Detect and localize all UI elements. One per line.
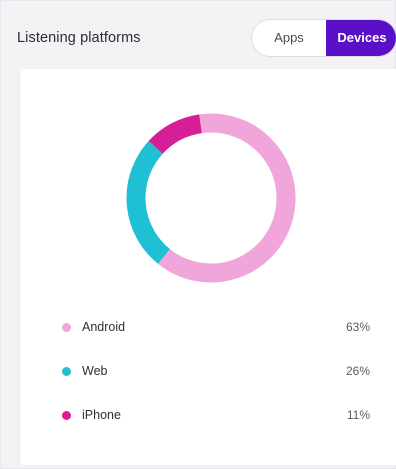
legend-item-web: Web 26% <box>20 363 396 383</box>
donut-slice-iphone <box>148 114 203 155</box>
toggle-devices-button[interactable]: Devices <box>326 20 396 56</box>
platform-toggle: Apps Devices <box>251 19 396 57</box>
legend-item-android: Android 63% <box>20 319 396 339</box>
donut-slice-web <box>126 141 171 264</box>
legend-item-iphone: iPhone 11% <box>20 407 396 427</box>
legend-value: 26% <box>345 364 370 378</box>
legend-label: Android <box>82 320 126 334</box>
donut-slice-android <box>158 113 296 283</box>
legend-label: iPhone <box>82 408 121 422</box>
panel-header: Listening platforms Apps Devices <box>1 1 396 65</box>
chart-card: Android 63% Web 26% iPhone 11% <box>19 69 396 465</box>
legend-label: Web <box>82 364 108 378</box>
donut-chart <box>126 113 296 283</box>
android-color-dot <box>62 323 71 332</box>
web-color-dot <box>62 367 71 376</box>
legend-value: 63% <box>345 320 370 334</box>
toggle-apps-button[interactable]: Apps <box>274 30 304 45</box>
iphone-color-dot <box>62 411 71 420</box>
legend-value: 11% <box>346 408 370 422</box>
panel-title: Listening platforms <box>17 30 141 46</box>
